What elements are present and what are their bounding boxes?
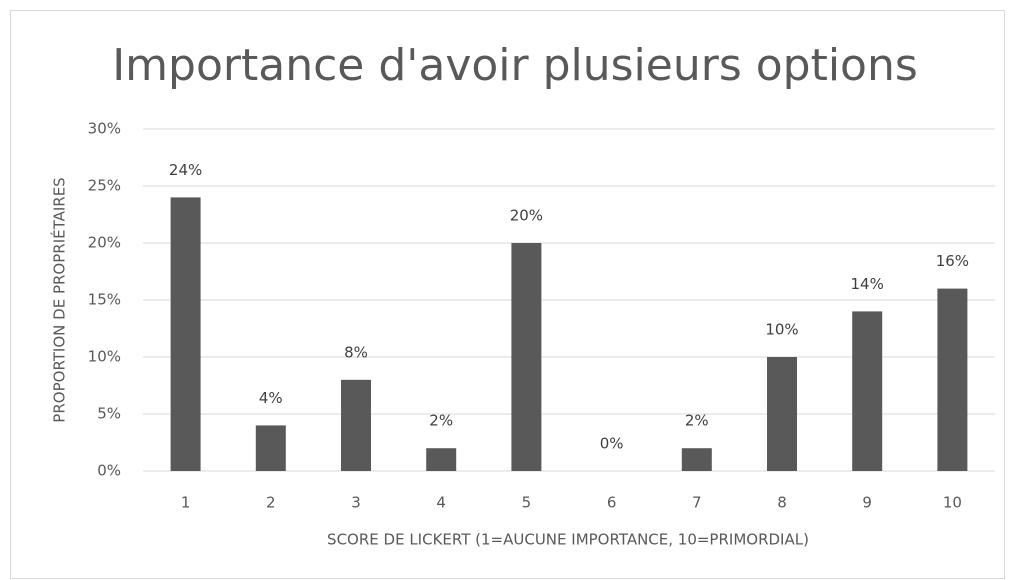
bar [170, 197, 201, 471]
x-tick-label: 5 [522, 494, 532, 512]
y-tick-label: 0% [97, 462, 121, 480]
x-tick-label: 2 [266, 494, 276, 512]
bar [681, 448, 712, 471]
x-tick-label: 6 [607, 494, 617, 512]
data-label: 0% [600, 435, 624, 453]
data-label: 14% [851, 275, 884, 293]
x-tick-label: 8 [777, 494, 787, 512]
data-label: 10% [765, 321, 798, 339]
chart-title: Importance d'avoir plusieurs options [112, 40, 918, 91]
x-tick-label: 1 [181, 494, 191, 512]
bar [426, 448, 457, 471]
chart-border [10, 10, 1005, 579]
bar [937, 288, 968, 471]
data-label: 4% [259, 389, 283, 407]
data-label: 24% [169, 161, 202, 179]
y-tick-label: 15% [88, 291, 121, 309]
x-tick-label: 3 [351, 494, 361, 512]
y-tick-label: 10% [88, 348, 121, 366]
x-tick-label: 9 [862, 494, 872, 512]
bar [511, 243, 542, 471]
bar [255, 425, 286, 471]
bar [852, 311, 883, 471]
bar [341, 379, 371, 471]
x-axis-label: SCORE DE LICKERT (1=AUCUNE IMPORTANCE, 1… [327, 531, 809, 549]
y-tick-label: 5% [97, 405, 121, 423]
data-label: 20% [510, 207, 543, 225]
y-axis-label: PROPORTION DE PROPRIÉTAIRES [50, 177, 69, 422]
x-tick-label: 10 [943, 494, 962, 512]
data-label: 2% [685, 412, 709, 430]
y-tick-label: 20% [88, 234, 121, 252]
y-tick-label: 25% [88, 177, 121, 195]
data-label: 2% [429, 412, 453, 430]
x-tick-label: 7 [692, 494, 702, 512]
data-label: 16% [936, 252, 969, 270]
data-label: 8% [344, 343, 368, 361]
y-tick-label: 30% [88, 120, 121, 138]
x-tick-label: 4 [436, 494, 446, 512]
bar [767, 357, 797, 471]
